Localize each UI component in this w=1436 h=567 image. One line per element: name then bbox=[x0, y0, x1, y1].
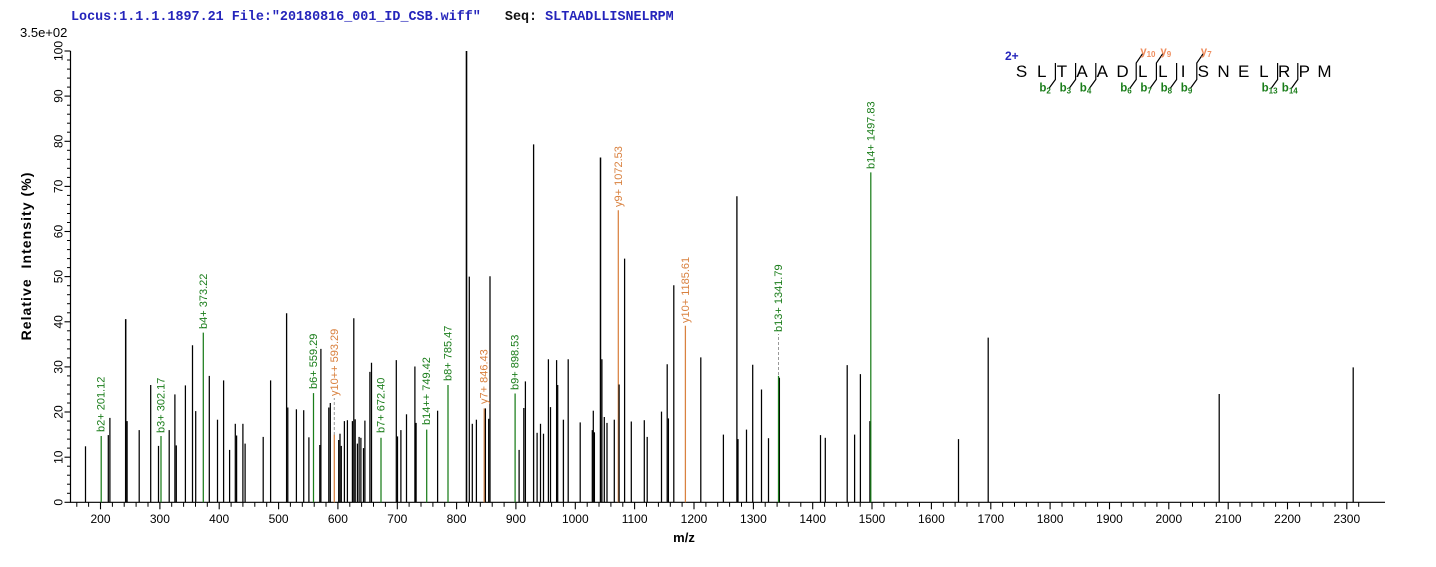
svg-text:y9: y9 bbox=[1160, 46, 1171, 59]
svg-text:b6: b6 bbox=[1120, 83, 1132, 96]
svg-text:60: 60 bbox=[52, 225, 66, 239]
svg-text:b4+ 373.22: b4+ 373.22 bbox=[198, 274, 210, 329]
svg-text:1500: 1500 bbox=[859, 512, 886, 526]
svg-text:A: A bbox=[1076, 62, 1088, 81]
svg-text:L: L bbox=[1158, 62, 1167, 81]
svg-text:R: R bbox=[1278, 62, 1290, 81]
svg-text:b4: b4 bbox=[1080, 83, 1092, 96]
svg-text:b9+ 898.53: b9+ 898.53 bbox=[510, 335, 522, 390]
svg-text:b2: b2 bbox=[1039, 83, 1051, 96]
svg-text:700: 700 bbox=[387, 512, 407, 526]
svg-text:M: M bbox=[1317, 62, 1331, 81]
svg-text:b7+ 672.40: b7+ 672.40 bbox=[376, 378, 388, 433]
svg-text:y10+ 1185.61: y10+ 1185.61 bbox=[680, 257, 692, 323]
svg-text:b14: b14 bbox=[1282, 83, 1298, 96]
svg-text:0: 0 bbox=[52, 499, 66, 506]
svg-text:200: 200 bbox=[90, 512, 110, 526]
svg-text:600: 600 bbox=[328, 512, 348, 526]
svg-text:1400: 1400 bbox=[799, 512, 826, 526]
svg-text:b9: b9 bbox=[1181, 83, 1193, 96]
svg-text:b14+ 1497.83: b14+ 1497.83 bbox=[865, 101, 877, 169]
svg-text:30: 30 bbox=[52, 360, 66, 374]
svg-text:1900: 1900 bbox=[1096, 512, 1123, 526]
svg-text:10: 10 bbox=[52, 450, 66, 464]
svg-text:y10: y10 bbox=[1140, 46, 1156, 59]
svg-text:1200: 1200 bbox=[681, 512, 708, 526]
svg-text:100: 100 bbox=[52, 41, 66, 61]
svg-text:y7+ 846.43: y7+ 846.43 bbox=[479, 349, 491, 404]
svg-text:y10++ 593.29: y10++ 593.29 bbox=[329, 329, 341, 396]
svg-text:90: 90 bbox=[52, 89, 66, 103]
svg-text:1800: 1800 bbox=[1037, 512, 1064, 526]
svg-text:b7: b7 bbox=[1140, 83, 1152, 96]
svg-text:2300: 2300 bbox=[1333, 512, 1360, 526]
svg-text:20: 20 bbox=[52, 405, 66, 419]
svg-text:y7: y7 bbox=[1201, 46, 1212, 59]
svg-text:40: 40 bbox=[52, 315, 66, 329]
svg-text:y9+ 1072.53: y9+ 1072.53 bbox=[613, 146, 625, 207]
svg-text:S: S bbox=[1016, 62, 1027, 81]
svg-text:1000: 1000 bbox=[562, 512, 589, 526]
svg-text:D: D bbox=[1116, 62, 1128, 81]
svg-text:2000: 2000 bbox=[1155, 512, 1182, 526]
svg-text:I: I bbox=[1181, 62, 1186, 81]
svg-text:3.5e+02: 3.5e+02 bbox=[20, 25, 67, 40]
svg-text:b2+ 201.12: b2+ 201.12 bbox=[96, 377, 108, 432]
svg-text:A: A bbox=[1097, 62, 1109, 81]
svg-text:Locus:1.1.1.1897.21 File:"2018: Locus:1.1.1.1897.21 File:"20180816_001_I… bbox=[71, 10, 674, 25]
svg-text:b6+ 559.29: b6+ 559.29 bbox=[308, 334, 320, 389]
svg-text:T: T bbox=[1057, 62, 1067, 81]
svg-text:b8+ 785.47: b8+ 785.47 bbox=[443, 326, 455, 381]
svg-text:500: 500 bbox=[269, 512, 289, 526]
svg-text:2+: 2+ bbox=[1005, 49, 1019, 63]
svg-text:b13+ 1341.79: b13+ 1341.79 bbox=[773, 264, 785, 332]
svg-text:Relative Intensity (%): Relative Intensity (%) bbox=[18, 172, 34, 341]
svg-text:N: N bbox=[1217, 62, 1229, 81]
svg-text:S: S bbox=[1198, 62, 1209, 81]
svg-text:b3: b3 bbox=[1060, 83, 1072, 96]
svg-text:80: 80 bbox=[52, 134, 66, 148]
svg-text:2100: 2100 bbox=[1215, 512, 1242, 526]
svg-text:300: 300 bbox=[150, 512, 170, 526]
svg-text:1300: 1300 bbox=[740, 512, 767, 526]
svg-text:E: E bbox=[1238, 62, 1249, 81]
svg-text:L: L bbox=[1037, 62, 1046, 81]
svg-text:b3+ 302.17: b3+ 302.17 bbox=[156, 378, 168, 433]
svg-text:50: 50 bbox=[52, 270, 66, 284]
svg-text:m/z: m/z bbox=[673, 530, 695, 545]
svg-text:b14++ 749.42: b14++ 749.42 bbox=[421, 357, 433, 425]
svg-text:800: 800 bbox=[447, 512, 467, 526]
svg-text:b13: b13 bbox=[1262, 83, 1278, 96]
svg-text:P: P bbox=[1299, 62, 1310, 81]
svg-text:2200: 2200 bbox=[1274, 512, 1301, 526]
svg-text:1100: 1100 bbox=[622, 512, 648, 526]
svg-text:900: 900 bbox=[506, 512, 526, 526]
svg-text:1600: 1600 bbox=[918, 512, 945, 526]
svg-text:L: L bbox=[1259, 62, 1268, 81]
svg-text:1700: 1700 bbox=[977, 512, 1004, 526]
svg-text:400: 400 bbox=[209, 512, 229, 526]
svg-text:b8: b8 bbox=[1161, 83, 1173, 96]
svg-text:70: 70 bbox=[52, 179, 66, 193]
svg-text:L: L bbox=[1138, 62, 1147, 81]
